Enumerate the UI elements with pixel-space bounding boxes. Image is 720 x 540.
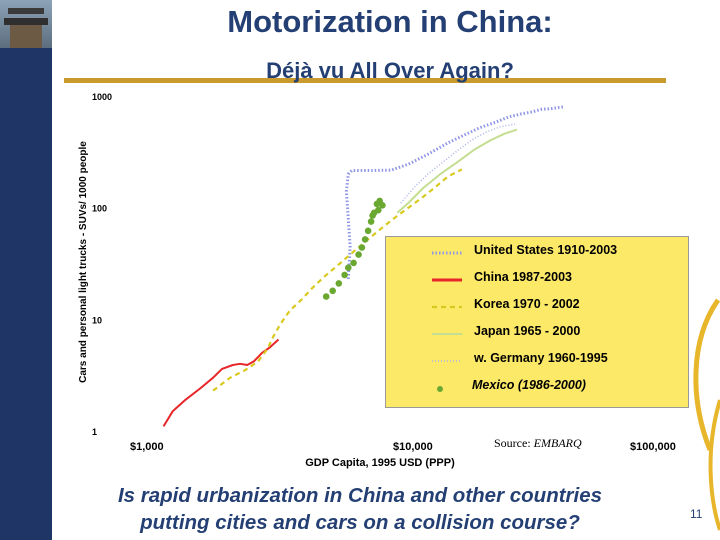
legend-entry: w. Germany 1960-1995 xyxy=(474,351,608,365)
mexico-point xyxy=(364,227,372,235)
y-tick-label: 100 xyxy=(92,204,107,214)
x-tick-label: $10,000 xyxy=(393,441,433,453)
y-tick-label: 1 xyxy=(92,427,97,437)
y-axis-label: Cars and personal light trucks - SUVs/ 1… xyxy=(78,141,89,383)
question-line-2: putting cities and cars on a collision c… xyxy=(140,511,580,534)
source-label: Source: xyxy=(494,436,534,450)
mexico-point xyxy=(367,218,375,225)
legend-swatches xyxy=(432,251,462,392)
legend-entry: Korea 1970 - 2002 xyxy=(474,297,580,311)
legend-entry: Mexico (1986-2000) xyxy=(472,378,586,392)
series-line-4 xyxy=(400,123,516,204)
mexico-point xyxy=(361,236,369,243)
legend-entry: United States 1910-2003 xyxy=(474,243,618,257)
mexico-point xyxy=(355,251,362,258)
series-line-1 xyxy=(162,338,280,427)
source-name: EMBARQ xyxy=(533,436,582,450)
left-accent-bar xyxy=(0,0,52,540)
slide-title: Motorization in China: xyxy=(227,4,553,39)
x-tick-label: $100,000 xyxy=(630,441,676,453)
mexico-point xyxy=(345,264,352,272)
legend-entry: Japan 1965 - 2000 xyxy=(474,324,581,338)
source-note: Source: EMBARQ xyxy=(494,436,582,451)
question-line-1: Is rapid urbanization in China and other… xyxy=(117,484,603,507)
mexico-point xyxy=(341,271,348,279)
mexico-point xyxy=(322,293,330,300)
y-tick-label: 1000 xyxy=(92,92,112,102)
mexico-point xyxy=(369,212,376,219)
mexico-point xyxy=(379,202,386,209)
mexico-point xyxy=(358,244,366,251)
mexico-point xyxy=(375,206,382,214)
pagoda-photo xyxy=(0,0,52,48)
series-line-3 xyxy=(396,128,518,214)
x-tick-label: $1,000 xyxy=(130,441,164,453)
chart-legend: United States 1910-2003 China 1987-2003 Ko… xyxy=(385,236,689,408)
mexico-point xyxy=(329,287,337,295)
mexico-point xyxy=(335,280,343,287)
series-line-0 xyxy=(344,105,565,279)
decorative-swirl xyxy=(693,298,720,531)
slide-subtitle: Déjà vu All Over Again? xyxy=(266,58,514,83)
mexico-point xyxy=(350,259,357,267)
question-text: Is rapid urbanization in China and other… xyxy=(60,482,660,536)
legend-entry: China 1987-2003 xyxy=(474,270,572,284)
series-line-2 xyxy=(212,168,463,392)
y-tick-label: 10 xyxy=(92,315,102,325)
title-rule xyxy=(64,78,666,83)
x-axis-label: GDP Capita, 1995 USD (PPP) xyxy=(305,457,455,469)
page-number: 11 xyxy=(690,507,703,521)
legend-swatch xyxy=(437,386,443,392)
